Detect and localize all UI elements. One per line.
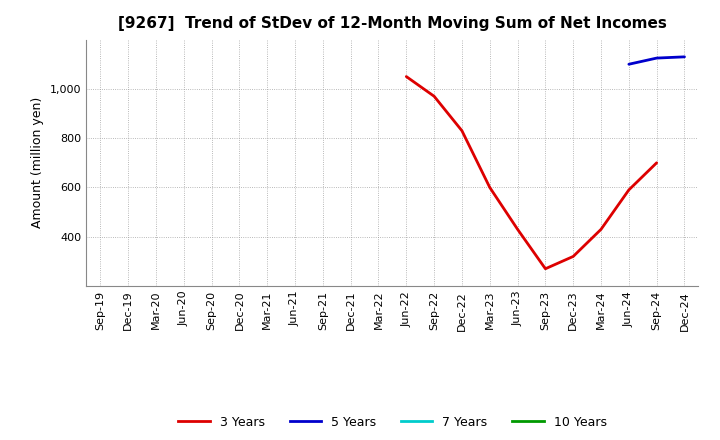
Y-axis label: Amount (million yen): Amount (million yen) [32, 97, 45, 228]
Title: [9267]  Trend of StDev of 12-Month Moving Sum of Net Incomes: [9267] Trend of StDev of 12-Month Moving… [118, 16, 667, 32]
Legend: 3 Years, 5 Years, 7 Years, 10 Years: 3 Years, 5 Years, 7 Years, 10 Years [174, 411, 611, 433]
